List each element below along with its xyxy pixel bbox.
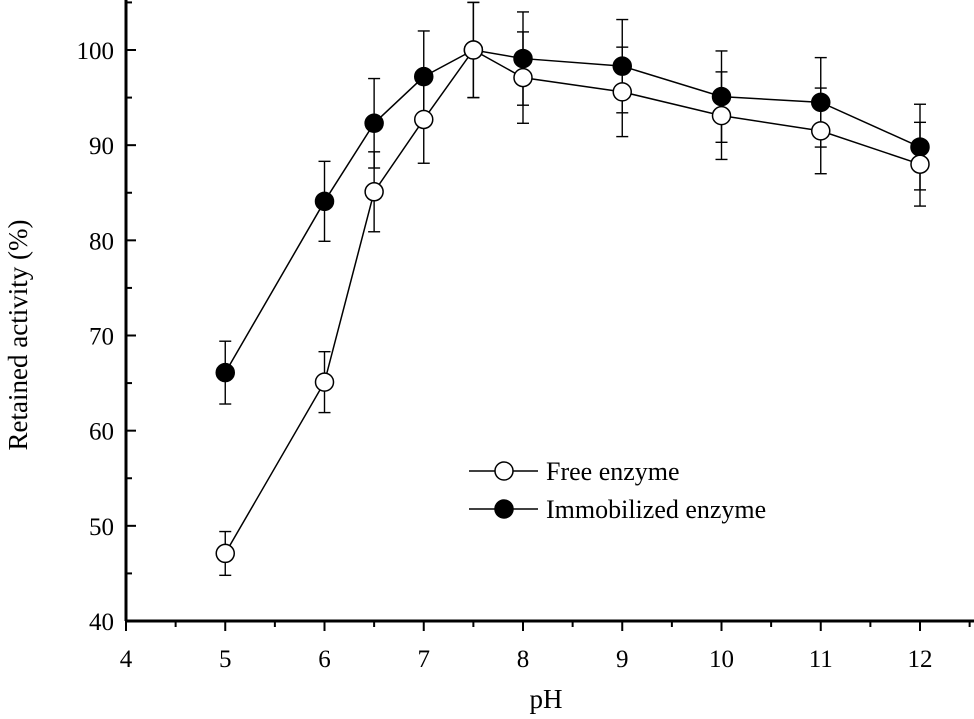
- series-line: [224, 49, 921, 554]
- x-tick-label: 8: [517, 646, 530, 673]
- x-tick-label: 6: [318, 646, 331, 673]
- x-tick-label: 7: [418, 646, 431, 673]
- x-tick-label: 12: [908, 646, 933, 673]
- x-tick-label: 11: [809, 646, 833, 673]
- x-tick-label: 4: [120, 646, 133, 673]
- y-tick-label: 70: [89, 324, 114, 351]
- data-point: [414, 109, 434, 130]
- x-tick-label: 10: [709, 646, 734, 673]
- y-tick-label: 80: [89, 228, 114, 255]
- data-point: [215, 543, 235, 564]
- data-point: [612, 82, 632, 102]
- y-axis-title: Retained activity (%): [3, 220, 33, 451]
- legend-item: Immobilized enzyme: [469, 495, 766, 524]
- legend: Free enzyme Immobilized enzyme: [469, 457, 766, 524]
- series-immobilized-enzyme: [215, 1, 930, 405]
- series-line: [224, 49, 921, 373]
- data-point: [364, 113, 384, 134]
- legend-marker: [494, 461, 514, 481]
- axes: 40 50 60 70 80 90 100 4 5 6 7 8 9 10 11 12: [77, 0, 974, 673]
- data-point: [513, 67, 533, 88]
- x-tick-label: 9: [616, 646, 629, 673]
- legend-label: Immobilized enzyme: [546, 495, 766, 524]
- y-tick-label: 40: [89, 609, 114, 636]
- data-point: [910, 154, 930, 174]
- data-point: [364, 182, 384, 202]
- y-tick-label: 100: [77, 38, 115, 65]
- legend-item: Free enzyme: [469, 457, 680, 486]
- data-point: [314, 191, 335, 212]
- data-point: [314, 372, 335, 392]
- data-point: [811, 121, 831, 141]
- data-point: [463, 40, 484, 60]
- y-tick-label: 60: [89, 419, 114, 446]
- x-tick-label: 5: [219, 646, 232, 673]
- legend-marker: [494, 499, 514, 519]
- legend-label: Free enzyme: [546, 457, 680, 486]
- series-free-enzyme: [215, 1, 930, 577]
- y-tick-label: 90: [89, 133, 114, 160]
- x-axis-title: pH: [530, 684, 563, 714]
- data-point: [215, 362, 235, 383]
- data-point: [711, 105, 732, 126]
- plot-area: [215, 1, 930, 577]
- y-tick-label: 50: [89, 514, 114, 541]
